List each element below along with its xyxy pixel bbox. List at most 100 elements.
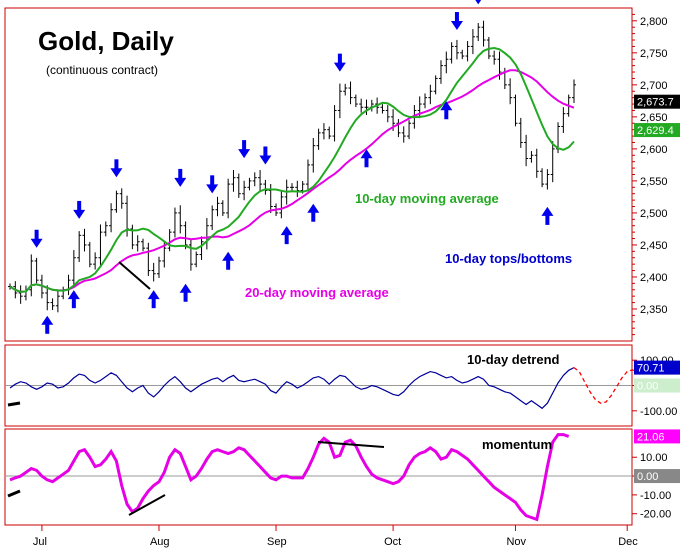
price-bar [438,60,443,84]
momentum-low-trendline [128,494,166,516]
price-bar [93,252,98,270]
price-bar [199,236,204,260]
down-arrow [475,0,482,5]
momentum-last-label: 21.06 [637,431,665,443]
arrow-head [475,0,482,5]
arrow-head [41,315,54,325]
ma10-line [9,46,575,293]
ma10-last-marker: 2,629.4 [634,123,680,138]
price-bar [572,79,576,104]
price-bar [103,221,108,237]
price-bar [550,141,555,183]
ma20-label: 20-day moving average [245,285,389,300]
arrow-head [541,206,554,216]
price-marker-box [634,94,680,109]
arrow-shaft [337,53,342,64]
down-arrow [174,168,187,187]
chart-subtitle: (continuous contract) [46,63,158,77]
price-bar [321,123,326,140]
down-trendline [118,261,151,290]
arrow-shaft [34,229,39,240]
price-bar [231,170,236,192]
momentum-zero-label: 0.00 [637,471,658,483]
ma20-line [9,69,575,293]
up-arrow [41,315,54,334]
down-arrow [73,200,86,219]
price-bar [167,229,172,252]
arrow-shaft [263,146,268,157]
down-arrow [333,53,346,72]
momentum-line [9,433,570,522]
price-tick-label: 2,450 [640,240,668,252]
price-bar [135,235,140,252]
arrow-shaft [364,157,369,168]
arrow-head [206,184,219,194]
price-bar [327,126,332,140]
momentum-tick-label: -10.00 [640,490,671,502]
arrow-shaft [45,323,50,334]
down-arrow [259,146,272,165]
price-last-marker: 2,673.7 [634,94,680,109]
price-bar [119,188,124,209]
price-bar [380,104,385,114]
ma10-marker-label: 2,629.4 [637,125,674,137]
price-bar [476,22,481,42]
price-tick-label: 2,500 [640,208,668,220]
arrow-head [67,290,80,300]
price-bar [109,203,114,233]
price-bar [454,39,459,60]
price-bar [449,42,454,64]
price-bar [236,173,241,198]
arrow-head [360,149,373,159]
arrow-head [333,62,346,72]
arrow-head [174,177,187,187]
arrow-head [450,21,463,31]
price-bar [385,105,390,123]
price-bar [55,289,60,313]
momentum-high-trendline [317,441,385,448]
price-bar [364,99,369,115]
arrow-head [179,283,192,293]
arrow-shaft [77,200,82,211]
detrend-zero-label: 0.00 [637,381,658,393]
arrow-shaft [71,298,76,309]
price-bar [215,196,220,217]
price-bar [247,177,252,191]
arrow-head [147,290,160,300]
price-bar [332,105,337,142]
arrow-head [73,209,86,219]
price-bar [460,49,465,60]
price-bar [279,191,284,219]
price-bar [290,183,294,192]
arrow-shaft [151,298,156,309]
price-bar [348,81,353,105]
arrow-head [307,203,320,213]
price-bar [423,93,428,109]
up-arrow [179,283,192,302]
price-bar [492,50,497,65]
down-arrow [110,159,123,178]
up-arrow [222,251,235,270]
arrow-shaft [210,175,215,186]
arrow-head [259,155,272,165]
price-bar [401,126,406,143]
price-bar [156,256,161,278]
momentum-last-box [634,429,680,444]
momentum-tick-label: 10.00 [640,452,668,464]
detrend-projection [573,367,639,404]
price-bar [524,134,529,167]
arrow-shaft [444,109,449,120]
price-bar [252,172,257,187]
price-bar [407,120,412,140]
price-bar [518,117,523,148]
price-bar [178,205,183,234]
x-tick-label: Jul [33,536,47,548]
arrow-shaft [226,259,231,270]
up-arrow [360,149,373,168]
arrow-shaft [284,234,289,245]
price-bar [561,107,566,134]
momentum-panel: 10.00 0.00 -10.00 -20.00 momentum 21.06 0.00 [4,428,680,526]
down-arrow [238,140,251,159]
